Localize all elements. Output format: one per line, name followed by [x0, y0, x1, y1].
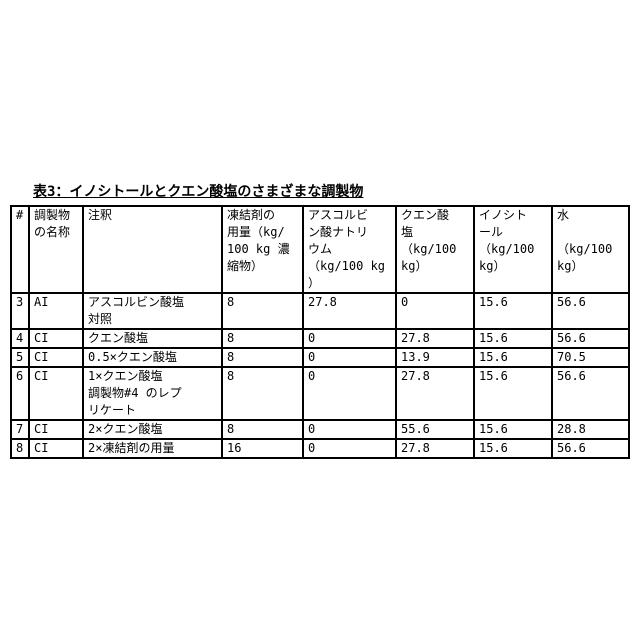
- table-row: 4 CI クエン酸塩 8 0 27.8 15.6 56.6: [10, 328, 630, 349]
- cell-inositol: 15.6: [473, 292, 553, 330]
- cell-inositol: 15.6: [473, 438, 553, 459]
- cell-water: 70.5: [551, 347, 630, 368]
- cell-ascorbate: 0: [302, 438, 397, 459]
- cell-name: CI: [28, 328, 84, 349]
- cell-cryo: 8: [221, 419, 304, 440]
- col-header-num: #: [10, 205, 30, 294]
- col-header-ascorbate: アスコルビ ン酸ナトリ ウム （kg/100 kg ）: [302, 205, 397, 294]
- table-row: 6 CI 1×クエン酸塩 調製物#4 のレプ リケート 8 0 27.8 15.…: [10, 366, 630, 421]
- cell-note: アスコルビン酸塩 対照: [82, 292, 223, 330]
- cell-num: 4: [10, 328, 30, 349]
- cell-citrate: 0: [395, 292, 475, 330]
- cell-ascorbate: 0: [302, 328, 397, 349]
- cell-citrate: 55.6: [395, 419, 475, 440]
- cell-cryo: 8: [221, 366, 304, 421]
- cell-cryo: 8: [221, 328, 304, 349]
- cell-num: 6: [10, 366, 30, 421]
- cell-inositol: 15.6: [473, 419, 553, 440]
- cell-inositol: 15.6: [473, 328, 553, 349]
- table-row: 8 CI 2×凍結剤の用量 16 0 27.8 15.6 56.6: [10, 438, 630, 459]
- table-row: 3 AI アスコルビン酸塩 対照 8 27.8 0 15.6 56.6: [10, 292, 630, 330]
- cell-water: 28.8: [551, 419, 630, 440]
- cell-inositol: 15.6: [473, 366, 553, 421]
- table-row: 7 CI 2×クエン酸塩 8 0 55.6 15.6 28.8: [10, 419, 630, 440]
- cell-name: CI: [28, 347, 84, 368]
- cell-cryo: 8: [221, 292, 304, 330]
- cell-water: 56.6: [551, 438, 630, 459]
- cell-citrate: 27.8: [395, 438, 475, 459]
- table-title: 表3：イノシトールとクエン酸塩のさまざまな調製物: [33, 184, 364, 200]
- col-header-inositol: イノシト ール （kg/100 kg）: [473, 205, 553, 294]
- cell-citrate: 27.8: [395, 328, 475, 349]
- cell-name: CI: [28, 419, 84, 440]
- table-row: 5 CI 0.5×クエン酸塩 8 0 13.9 15.6 70.5: [10, 347, 630, 368]
- cell-note: 1×クエン酸塩 調製物#4 のレプ リケート: [82, 366, 223, 421]
- cell-note: 2×凍結剤の用量: [82, 438, 223, 459]
- cell-ascorbate: 0: [302, 366, 397, 421]
- header-row: # 調製物 の名称 注釈 凍結剤の 用量（kg/ 100 kg 濃 縮物） アス…: [10, 205, 630, 294]
- cell-name: CI: [28, 366, 84, 421]
- col-header-name: 調製物 の名称: [28, 205, 84, 294]
- cell-water: 56.6: [551, 366, 630, 421]
- col-header-water: 水 （kg/100 kg）: [551, 205, 630, 294]
- cell-citrate: 13.9: [395, 347, 475, 368]
- cell-name: AI: [28, 292, 84, 330]
- cell-ascorbate: 0: [302, 347, 397, 368]
- cell-note: 0.5×クエン酸塩: [82, 347, 223, 368]
- cell-note: 2×クエン酸塩: [82, 419, 223, 440]
- cell-water: 56.6: [551, 292, 630, 330]
- cell-inositol: 15.6: [473, 347, 553, 368]
- preparations-table: # 調製物 の名称 注釈 凍結剤の 用量（kg/ 100 kg 濃 縮物） アス…: [10, 205, 630, 459]
- cell-num: 8: [10, 438, 30, 459]
- table-body: 3 AI アスコルビン酸塩 対照 8 27.8 0 15.6 56.6 4 CI…: [10, 292, 630, 459]
- cell-name: CI: [28, 438, 84, 459]
- col-header-citrate: クエン酸 塩 （kg/100 kg）: [395, 205, 475, 294]
- cell-ascorbate: 0: [302, 419, 397, 440]
- cell-num: 3: [10, 292, 30, 330]
- cell-num: 7: [10, 419, 30, 440]
- cell-cryo: 8: [221, 347, 304, 368]
- cell-citrate: 27.8: [395, 366, 475, 421]
- cell-ascorbate: 27.8: [302, 292, 397, 330]
- cell-cryo: 16: [221, 438, 304, 459]
- cell-num: 5: [10, 347, 30, 368]
- cell-water: 56.6: [551, 328, 630, 349]
- cell-note: クエン酸塩: [82, 328, 223, 349]
- col-header-cryo: 凍結剤の 用量（kg/ 100 kg 濃 縮物）: [221, 205, 304, 294]
- col-header-note: 注釈: [82, 205, 223, 294]
